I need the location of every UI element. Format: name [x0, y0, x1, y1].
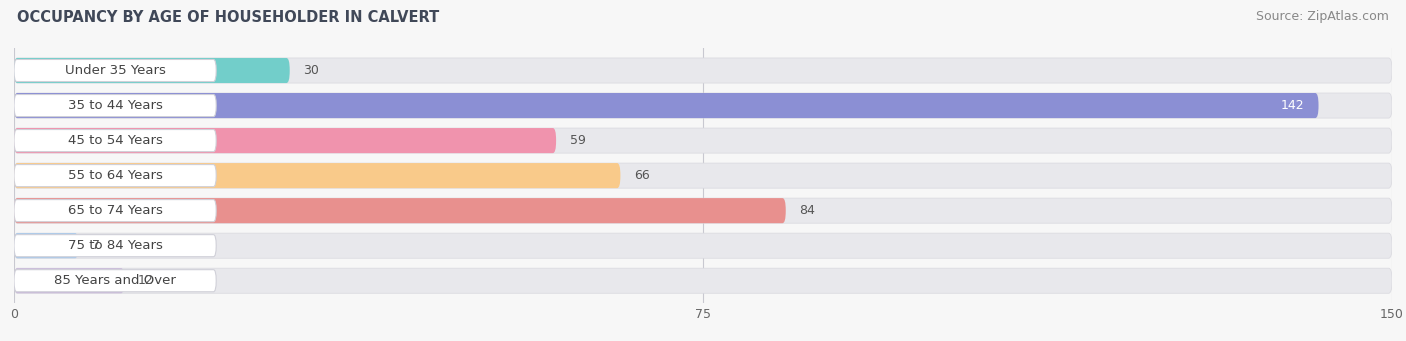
FancyBboxPatch shape: [14, 130, 217, 152]
Text: 35 to 44 Years: 35 to 44 Years: [67, 99, 163, 112]
Text: Under 35 Years: Under 35 Years: [65, 64, 166, 77]
Text: 65 to 74 Years: 65 to 74 Years: [67, 204, 163, 217]
Text: 85 Years and Over: 85 Years and Over: [55, 274, 176, 287]
FancyBboxPatch shape: [14, 270, 217, 292]
Text: 55 to 64 Years: 55 to 64 Years: [67, 169, 163, 182]
FancyBboxPatch shape: [14, 198, 786, 223]
FancyBboxPatch shape: [14, 268, 124, 293]
FancyBboxPatch shape: [14, 235, 217, 257]
FancyBboxPatch shape: [14, 163, 620, 188]
FancyBboxPatch shape: [14, 163, 1392, 188]
FancyBboxPatch shape: [14, 233, 1392, 258]
Text: 12: 12: [138, 274, 153, 287]
Text: Source: ZipAtlas.com: Source: ZipAtlas.com: [1256, 10, 1389, 23]
FancyBboxPatch shape: [14, 165, 217, 187]
FancyBboxPatch shape: [14, 268, 1392, 293]
FancyBboxPatch shape: [14, 199, 217, 222]
Text: OCCUPANCY BY AGE OF HOUSEHOLDER IN CALVERT: OCCUPANCY BY AGE OF HOUSEHOLDER IN CALVE…: [17, 10, 439, 25]
Text: 30: 30: [304, 64, 319, 77]
Text: 7: 7: [93, 239, 100, 252]
FancyBboxPatch shape: [14, 59, 217, 81]
FancyBboxPatch shape: [14, 233, 79, 258]
Text: 59: 59: [569, 134, 586, 147]
FancyBboxPatch shape: [14, 94, 217, 117]
Text: 66: 66: [634, 169, 650, 182]
FancyBboxPatch shape: [14, 128, 1392, 153]
FancyBboxPatch shape: [14, 128, 557, 153]
FancyBboxPatch shape: [14, 93, 1392, 118]
FancyBboxPatch shape: [14, 93, 1319, 118]
FancyBboxPatch shape: [14, 58, 290, 83]
FancyBboxPatch shape: [14, 198, 1392, 223]
Text: 84: 84: [800, 204, 815, 217]
Text: 45 to 54 Years: 45 to 54 Years: [67, 134, 163, 147]
FancyBboxPatch shape: [14, 58, 1392, 83]
Text: 75 to 84 Years: 75 to 84 Years: [67, 239, 163, 252]
Text: 142: 142: [1281, 99, 1305, 112]
